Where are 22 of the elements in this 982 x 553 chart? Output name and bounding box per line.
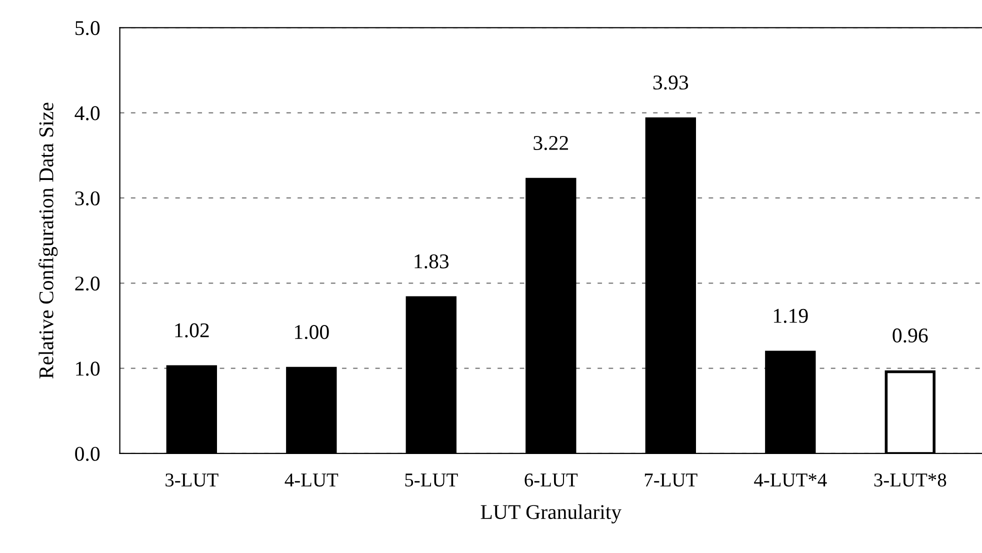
y-tick-label: 4.0 (74, 106, 100, 120)
x-tick-label: 6-LUT (524, 474, 578, 487)
x-tick-label: 4-LUT*4 (754, 474, 827, 487)
y-tick-label: 5.0 (76, 21, 100, 36)
y-tick-label: 3.0 (75, 191, 100, 206)
y-tick-label: 1.0 (76, 362, 100, 376)
x-axis-title: LUT Granularity (480, 504, 622, 524)
data-label: 3.22 (534, 136, 568, 150)
data-label: 0.96 (892, 328, 928, 343)
y-tick-label: 0.0 (75, 446, 100, 461)
x-tick-label: 3-LUT*8 (874, 473, 946, 487)
data-label: 1.00 (295, 325, 329, 340)
x-tick-label: 4-LUT (284, 474, 338, 487)
data-label: 1.19 (774, 308, 808, 323)
data-label: 3.93 (653, 76, 688, 90)
x-tick-label: 5-LUT (405, 474, 458, 487)
x-tick-label: 3-LUT (166, 474, 218, 487)
data-label: 1.83 (414, 254, 449, 268)
x-tick-label: 7-LUT (644, 474, 698, 487)
y-tick-label: 2.0 (75, 276, 100, 291)
y-axis-title: Relative Configuration Data Size (38, 102, 58, 379)
data-label: 1.02 (175, 323, 209, 338)
